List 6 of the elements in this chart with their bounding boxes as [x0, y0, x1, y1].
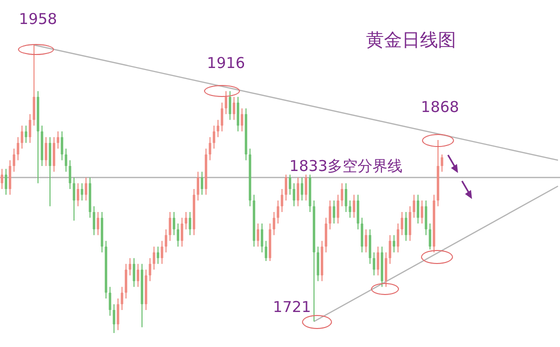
chart-title: 黄金日线图: [366, 29, 456, 52]
annotation: 1721: [272, 298, 312, 316]
annotation: 1916: [206, 54, 246, 72]
text: 1958: [18, 10, 58, 28]
ref-line-label: 1833多空分界线: [289, 156, 403, 175]
annotation: 1868: [420, 98, 460, 116]
